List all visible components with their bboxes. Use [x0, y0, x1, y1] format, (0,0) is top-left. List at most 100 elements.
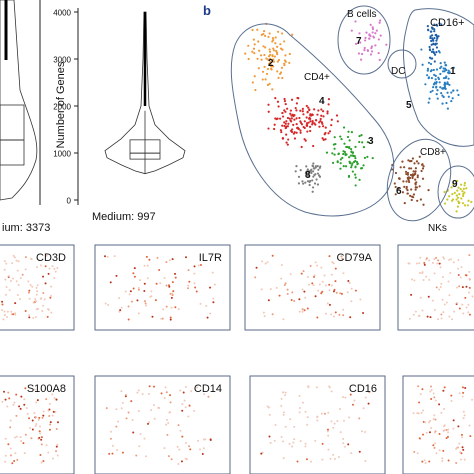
tsne-point	[284, 102, 287, 106]
feature-point	[426, 315, 429, 318]
tsne-point	[350, 29, 353, 32]
partial-box	[0, 104, 25, 166]
tsne-point	[436, 89, 439, 92]
feature-point	[20, 440, 23, 443]
feature-point	[10, 313, 13, 316]
tsne-point	[406, 176, 409, 179]
tsne-point	[244, 52, 247, 55]
feature-point	[326, 302, 329, 305]
feature-point	[461, 286, 464, 289]
tsne-point	[318, 174, 321, 177]
tsne-point	[369, 53, 373, 56]
feature-point	[127, 411, 130, 414]
feature-point	[298, 310, 301, 313]
tsne-point	[267, 127, 270, 130]
feature-point	[187, 269, 190, 272]
feature-point	[441, 457, 444, 460]
feature-point	[361, 430, 364, 433]
feature-point	[463, 458, 466, 461]
tsne-point	[456, 205, 460, 208]
feature-point	[449, 272, 452, 275]
tsne-point	[257, 67, 260, 70]
feature-plot: S100A8	[0, 375, 75, 474]
feature-point	[469, 435, 472, 438]
tsne-point	[277, 105, 280, 108]
feature-point	[130, 300, 133, 303]
feature-point	[35, 308, 38, 311]
tsne-point	[308, 183, 311, 187]
feature-gene-label: S100A8	[27, 383, 66, 395]
feature-point	[340, 255, 343, 258]
feature-point	[417, 385, 420, 388]
feature-point	[460, 266, 463, 269]
tsne-point	[302, 182, 305, 185]
feature-point	[288, 442, 291, 445]
feature-point	[50, 311, 53, 314]
tsne-point	[440, 23, 443, 26]
panel-letter-b: b	[203, 3, 211, 18]
feature-panel-frame	[249, 375, 386, 474]
feature-point	[344, 396, 347, 399]
feature-panel-frame	[244, 244, 381, 331]
tsne-point	[435, 51, 438, 54]
feature-plot	[402, 375, 474, 474]
feature-point	[48, 414, 51, 417]
feature-point	[311, 282, 314, 285]
tsne-point	[267, 55, 271, 58]
tsne-point	[306, 169, 309, 172]
feature-point	[196, 386, 199, 389]
tsne-point	[290, 130, 294, 134]
tsne-point	[251, 50, 254, 53]
feature-point	[463, 414, 466, 417]
feature-point	[12, 254, 15, 257]
tsne-point	[443, 190, 446, 194]
feature-point	[29, 284, 32, 287]
cluster-number: 7	[356, 36, 362, 47]
tsne-point	[299, 120, 302, 123]
feature-point	[304, 296, 307, 299]
tsne-point	[303, 120, 306, 123]
feature-point	[177, 424, 180, 427]
feature-point	[432, 418, 435, 421]
feature-point	[201, 452, 204, 455]
tsne-point	[265, 57, 268, 60]
feature-point	[296, 460, 299, 463]
tsne-point	[295, 109, 298, 112]
tsne-point	[321, 110, 325, 113]
tsne-point	[290, 120, 293, 123]
cluster-number: 5	[406, 100, 412, 111]
feature-point	[31, 428, 34, 431]
feature-point	[332, 290, 335, 293]
tsne-point	[254, 88, 257, 92]
tsne-point	[414, 178, 417, 181]
feature-point	[450, 399, 453, 402]
feature-point	[326, 430, 329, 433]
feature-point	[36, 399, 39, 402]
feature-point	[441, 460, 444, 463]
tsne-point	[264, 78, 267, 81]
tsne-point	[431, 89, 434, 92]
feature-point	[286, 288, 289, 291]
tsne-point	[348, 145, 351, 149]
tsne-point	[434, 78, 437, 81]
feature-point	[458, 285, 461, 288]
feature-point	[15, 259, 18, 262]
tsne-point	[427, 28, 430, 31]
feature-point	[41, 309, 44, 312]
feature-point	[133, 267, 136, 270]
feature-point	[144, 302, 147, 305]
tsne-point	[270, 65, 273, 68]
feature-point	[3, 260, 6, 263]
cd16-outline	[402, 8, 474, 147]
feature-point	[161, 317, 164, 320]
feature-point	[34, 300, 37, 303]
tsne-point	[359, 41, 362, 44]
tsne-point	[462, 187, 465, 190]
feature-point	[167, 422, 170, 425]
feature-point	[269, 288, 272, 291]
feature-point	[321, 442, 324, 445]
feature-point	[418, 401, 421, 404]
tsne-point	[319, 117, 322, 121]
feature-point	[42, 410, 45, 413]
tsne-point	[443, 70, 446, 73]
